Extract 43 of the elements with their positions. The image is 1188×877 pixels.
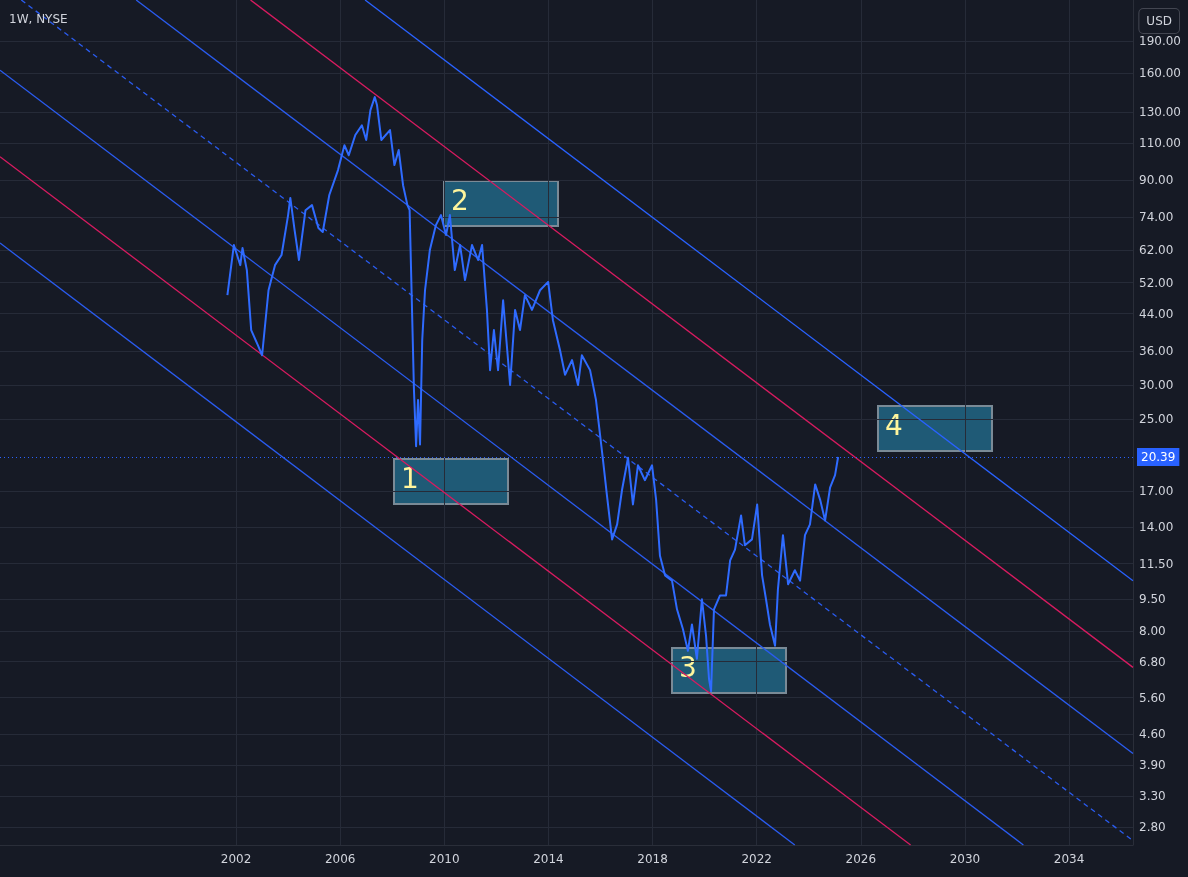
label-box: 4 — [877, 405, 993, 452]
y-tick-label: 160.00 — [1139, 66, 1181, 81]
label-box: 1 — [393, 458, 509, 505]
y-tick-label: 6.80 — [1139, 654, 1166, 669]
y-tick-label: 90.00 — [1139, 173, 1174, 188]
y-tick-label: 9.50 — [1139, 592, 1166, 607]
x-tick-label: 2010 — [429, 852, 460, 866]
y-tick-label: 3.30 — [1139, 789, 1166, 804]
x-tick-label: 2006 — [324, 852, 356, 866]
y-tick-label: 3.90 — [1139, 758, 1166, 773]
label-box: 2 — [443, 180, 559, 227]
label-box: 3 — [671, 647, 787, 694]
y-tick-label: 4.60 — [1139, 727, 1166, 742]
text: 1W, NYSE — [9, 12, 68, 26]
x-tick-label: 2022 — [741, 852, 772, 866]
x-tick-label: 2030 — [949, 852, 981, 866]
x-tick-label: 2002 — [220, 852, 252, 866]
annotation: 4 — [885, 409, 903, 442]
x-tick-label: 2026 — [845, 852, 877, 866]
annotation: 3 — [679, 651, 697, 684]
x-tick-label: 2034 — [1053, 852, 1085, 866]
x-tick-label: 2018 — [637, 852, 668, 866]
y-tick-label: 25.00 — [1139, 412, 1174, 426]
y-tick-label: 44.00 — [1139, 306, 1174, 321]
y-tick-label: 17.00 — [1139, 483, 1174, 498]
y-tick-label: 36.00 — [1139, 344, 1174, 359]
y-tick-label: 11.50 — [1139, 556, 1174, 571]
y-tick-label: 30.00 — [1139, 378, 1174, 393]
y-tick-label: 14.00 — [1139, 520, 1174, 535]
y-tick-label: 2.80 — [1139, 819, 1166, 834]
y-tick-label: 130.00 — [1139, 104, 1181, 119]
y-tick-label: 110.00 — [1139, 135, 1181, 150]
annotation: 1 — [401, 462, 419, 495]
y-tick-label: 62.00 — [1139, 242, 1174, 257]
text: USD — [1146, 14, 1172, 28]
y-tick-label: 74.00 — [1139, 209, 1174, 224]
ref-line-label: 20.39 — [1141, 449, 1176, 464]
y-tick-label: 190.00 — [1139, 34, 1181, 49]
x-tick-label: 2014 — [533, 852, 564, 866]
y-tick-label: 52.00 — [1139, 275, 1174, 290]
annotation: 2 — [451, 184, 469, 217]
y-tick-label: 5.60 — [1139, 690, 1166, 705]
y-tick-label: 8.00 — [1139, 624, 1166, 639]
